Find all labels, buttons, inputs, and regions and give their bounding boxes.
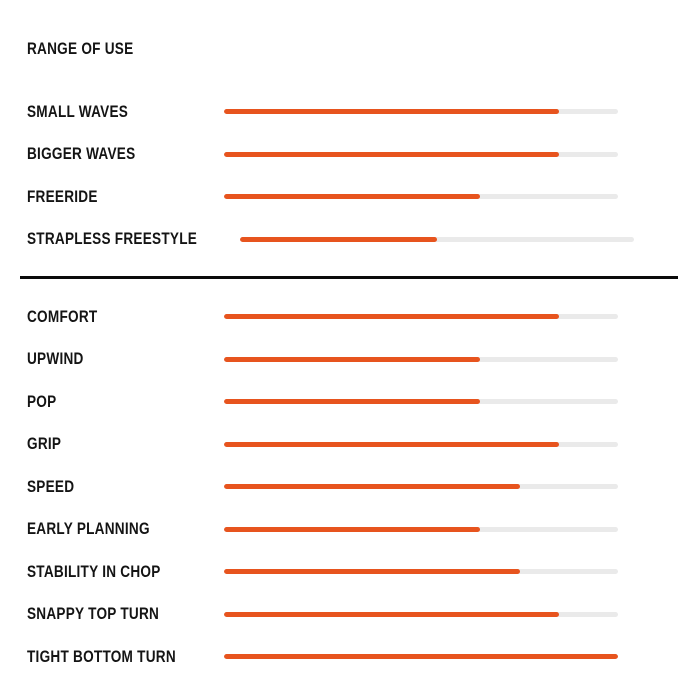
rating-row: POP: [0, 381, 700, 424]
rating-row: BIGGER WAVES: [0, 133, 700, 176]
rating-row: STRAPLESS FREESTYLE: [0, 218, 700, 261]
rating-bar-track: [224, 399, 618, 405]
rating-row: COMFORT: [0, 296, 700, 339]
rating-bar-track: [224, 194, 618, 200]
section-divider: [20, 276, 678, 279]
rating-bar-track: [224, 314, 618, 320]
rating-bar-track: [224, 356, 618, 362]
rating-row: STABILITY IN CHOP: [0, 551, 700, 594]
rating-bar-fill: [224, 399, 481, 405]
rating-bar-fill: [224, 654, 618, 660]
rating-label: SMALL WAVES: [27, 101, 129, 121]
rating-bar-fill: [224, 484, 520, 490]
section-range-of-use: SMALL WAVES BIGGER WAVES FREERIDE STRAPL…: [0, 91, 700, 261]
rating-label: COMFORT: [27, 306, 98, 326]
rating-label: TIGHT BOTTOM TURN: [27, 646, 176, 666]
page-title: RANGE OF USE: [27, 39, 134, 58]
rating-bar-fill: [224, 314, 559, 320]
rating-bar-track: [224, 569, 618, 575]
rating-bar-fill: [224, 151, 559, 157]
rating-bar-track: [224, 654, 618, 660]
rating-bar-track: [224, 526, 618, 532]
rating-bar-fill: [239, 236, 437, 242]
rating-label: SNAPPY TOP TURN: [27, 604, 160, 624]
rating-bar-fill: [224, 526, 481, 532]
rating-label: SPEED: [27, 476, 75, 496]
rating-bar-fill: [224, 441, 559, 447]
rating-bar-fill: [224, 109, 559, 115]
rating-label: STRAPLESS FREESTYLE: [27, 229, 198, 249]
rating-label: BIGGER WAVES: [27, 144, 136, 164]
rating-label: STABILITY IN CHOP: [27, 561, 161, 581]
rating-row: FREERIDE: [0, 176, 700, 219]
rating-row: SMALL WAVES: [0, 91, 700, 134]
rating-bar-track: [224, 151, 618, 157]
rating-bar-fill: [224, 611, 559, 617]
rating-label: POP: [27, 391, 57, 411]
rating-label: GRIP: [27, 434, 62, 454]
rating-bar-track: [224, 441, 618, 447]
rating-bar-track: [224, 109, 618, 115]
rating-label: UPWIND: [27, 349, 84, 369]
rating-row: GRIP: [0, 423, 700, 466]
rating-label: EARLY PLANNING: [27, 519, 150, 539]
rating-bar-track: [224, 484, 618, 490]
rating-bar-fill: [224, 194, 481, 200]
rating-label: FREERIDE: [27, 186, 98, 206]
rating-row: EARLY PLANNING: [0, 508, 700, 551]
rating-bar-track: [239, 236, 634, 242]
rating-row: SNAPPY TOP TURN: [0, 593, 700, 636]
section-characteristics: COMFORT UPWIND POP GRIP SPEED: [0, 296, 700, 679]
rating-bar-fill: [224, 569, 520, 575]
rating-bar-track: [224, 611, 618, 617]
rating-bar-fill: [224, 356, 481, 362]
rating-row: UPWIND: [0, 338, 700, 381]
rating-row: TIGHT BOTTOM TURN: [0, 636, 700, 679]
rating-row: SPEED: [0, 466, 700, 509]
